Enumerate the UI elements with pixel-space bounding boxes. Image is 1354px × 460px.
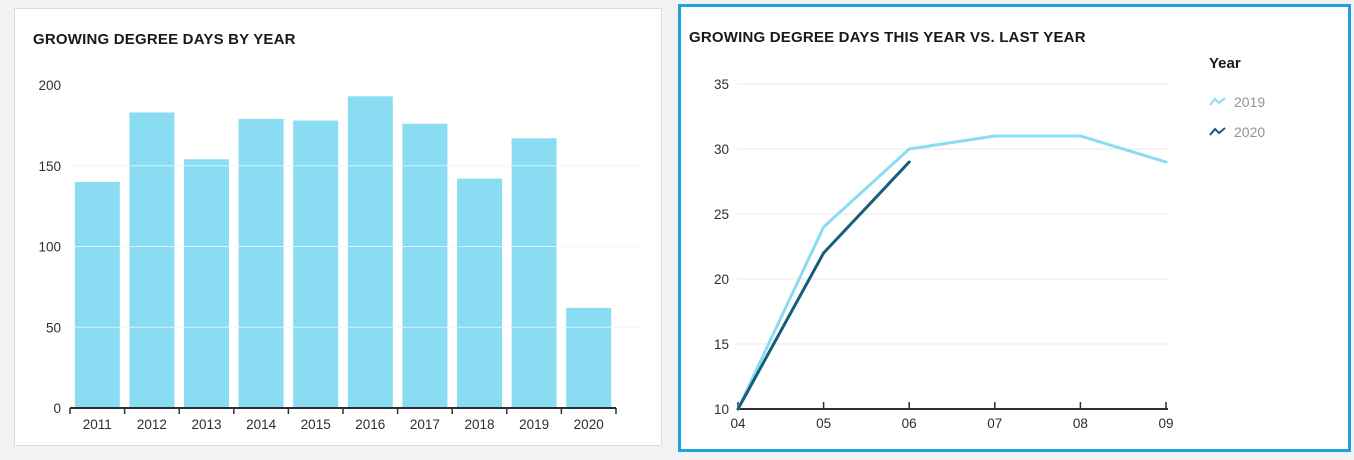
- y-tick-label: 200: [38, 78, 61, 93]
- bar-2020[interactable]: [566, 307, 612, 408]
- chart-title-bar: GROWING DEGREE DAYS BY YEAR: [33, 31, 296, 48]
- panel-gdd-this-vs-last-year[interactable]: GROWING DEGREE DAYS THIS YEAR VS. LAST Y…: [678, 4, 1351, 452]
- bar-2012[interactable]: [129, 112, 175, 408]
- x-tick-label: 05: [816, 416, 831, 431]
- legend-entry-2019[interactable]: 2019: [1209, 94, 1339, 110]
- x-tick-label: 2020: [574, 417, 604, 432]
- panel-gdd-by-year[interactable]: GROWING DEGREE DAYS BY YEAR 0 50 100 150 200…: [14, 8, 662, 446]
- y-tick-label: 0: [53, 401, 61, 416]
- x-tick-label: 2013: [191, 417, 221, 432]
- legend-entry-label: 2020: [1234, 124, 1266, 140]
- bar-2015[interactable]: [293, 120, 339, 408]
- x-tick-label: 2018: [464, 417, 494, 432]
- x-tick-label: 08: [1073, 416, 1088, 431]
- x-tick-label: 2016: [355, 417, 385, 432]
- legend-entry-label: 2019: [1234, 94, 1266, 110]
- x-tick-label: 2017: [410, 417, 440, 432]
- line-series-icon: [1209, 126, 1226, 138]
- bar-2016[interactable]: [347, 96, 393, 409]
- y-tick-label: 50: [46, 320, 61, 335]
- x-tick-label: 04: [730, 416, 746, 431]
- y-tick-label: 25: [714, 207, 729, 222]
- y-tick-label: 15: [714, 337, 729, 352]
- line-chart: 10 15 20 25 30 35 04 05 06 07 08 09: [714, 77, 1174, 431]
- x-tick-label: 09: [1158, 416, 1173, 431]
- legend-entry-2020[interactable]: 2020: [1209, 124, 1339, 140]
- y-tick-label: 10: [714, 402, 729, 417]
- line-series-icon: [1209, 96, 1226, 108]
- series-line-2020[interactable]: [736, 160, 911, 411]
- bar-chart: 0 50 100 150 200 2011 2012 2013 2014 2015 2016 2017…: [38, 78, 641, 432]
- x-tick-label: 07: [987, 416, 1002, 431]
- legend: Year 2019 2020: [1209, 55, 1339, 154]
- legend-title: Year: [1209, 55, 1241, 72]
- x-tick-label: 2015: [301, 417, 331, 432]
- bar-2011[interactable]: [74, 181, 120, 408]
- bar-2013[interactable]: [184, 159, 229, 408]
- y-tick-label: 35: [714, 77, 729, 92]
- x-tick-label: 2012: [137, 417, 167, 432]
- series-line-2019[interactable]: [736, 134, 1168, 411]
- y-tick-label: 20: [714, 272, 729, 287]
- bar-2019[interactable]: [511, 138, 557, 409]
- x-tick-label: 2019: [519, 417, 549, 432]
- bar-2014[interactable]: [238, 118, 284, 408]
- y-tick-label: 100: [38, 240, 61, 255]
- x-tick-label: 2014: [246, 417, 277, 432]
- x-tick-label: 2011: [83, 417, 112, 432]
- chart-title-line: GROWING DEGREE DAYS THIS YEAR VS. LAST Y…: [689, 29, 1086, 46]
- y-tick-label: 150: [38, 159, 61, 174]
- x-tick-label: 06: [902, 416, 917, 431]
- bar-2018[interactable]: [457, 178, 502, 408]
- bar-2017[interactable]: [402, 123, 448, 408]
- y-tick-label: 30: [714, 142, 729, 157]
